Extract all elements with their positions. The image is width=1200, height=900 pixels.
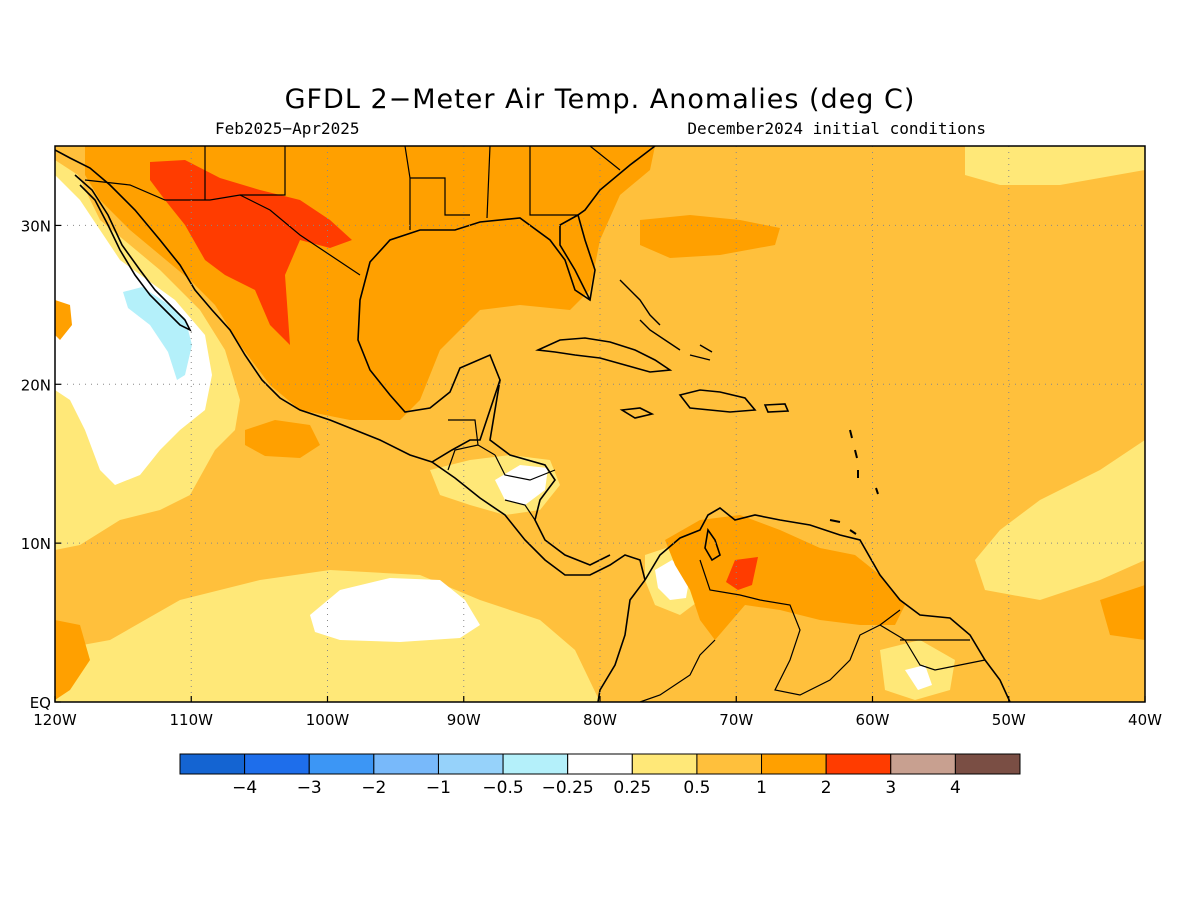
color-bar: −4 −3 −2 −1 −0.5 −0.25 0.25 0.5 1 2 3 4 <box>179 753 1021 798</box>
anomaly-region-1-2 <box>245 420 320 458</box>
map-title: GFDL 2−Meter Air Temp. Anomalies (deg C) <box>284 84 916 115</box>
colorbar-label: 2 <box>821 778 832 798</box>
colorbar-swatch <box>890 753 956 775</box>
anomaly-region-2-3 <box>150 160 352 345</box>
colorbar-swatch <box>502 753 569 775</box>
colorbar-label: −3 <box>297 778 322 798</box>
anomaly-region-near-zero <box>495 465 548 505</box>
anomaly-region-1-2 <box>665 515 905 640</box>
lat-tick-label: 30N <box>21 217 51 235</box>
border-state <box>410 177 470 216</box>
anomaly-field <box>55 146 1145 702</box>
anomaly-region-1-2 <box>55 620 90 700</box>
lon-tick-label: 70W <box>719 711 753 729</box>
lat-tick-label: EQ <box>30 694 51 712</box>
colorbar-label: 1 <box>756 778 767 798</box>
colorbar-label: −0.5 <box>482 778 523 798</box>
island-jamaica <box>619 407 655 419</box>
lon-tick-label: 90W <box>447 711 481 729</box>
anomaly-region-1-2 <box>1100 585 1145 640</box>
anomaly-region-1-2 <box>55 300 72 340</box>
coastline-central-america-caribbean <box>489 379 611 566</box>
border-state <box>240 146 286 196</box>
anomaly-region-near-zero <box>55 175 212 485</box>
colorbar-label: 0.5 <box>683 778 710 798</box>
anomaly-region-0.25-0.5 <box>975 440 1145 600</box>
colorbar-swatch <box>179 753 246 775</box>
colorbar-swatch <box>761 753 827 775</box>
colorbar-label: 0.25 <box>613 778 651 798</box>
lat-tick-label: 10N <box>21 535 51 553</box>
islands-bahamas <box>619 279 713 361</box>
lon-tick-label: 50W <box>992 711 1026 729</box>
anomaly-region-near-zero <box>310 578 480 642</box>
colorbar-swatch <box>696 753 763 775</box>
anomaly-region-0.25-0.5 <box>965 146 1145 185</box>
colorbar-label: −4 <box>232 778 257 798</box>
colorbar-swatch <box>567 753 633 775</box>
island-puerto-rico <box>763 403 790 413</box>
border-state <box>589 146 621 171</box>
colorbar-swatch <box>437 753 504 775</box>
lat-tick-label: 20N <box>21 376 51 394</box>
colorbar-swatch <box>825 753 892 775</box>
lon-tick-label: 110W <box>170 711 214 729</box>
lake-maracaibo <box>704 527 721 562</box>
islands-lesser-antilles <box>829 429 879 535</box>
colorbar-swatch <box>373 753 439 775</box>
island-hispaniola <box>678 389 757 413</box>
coastlines-and-borders <box>55 146 1011 702</box>
border-south-america <box>639 559 986 702</box>
colorbar-label: 3 <box>885 778 896 798</box>
colorbar-label: −0.25 <box>542 778 594 798</box>
coastline-baja-california <box>74 174 192 332</box>
colorbar-label: 4 <box>950 778 961 798</box>
colorbar-swatch <box>954 753 1021 775</box>
colorbar-swatch <box>631 753 698 775</box>
border-state <box>486 146 491 219</box>
anomaly-region-near-zero <box>905 665 932 690</box>
map-axes: 120W 110W 100W 90W 80W 70W 60W 50W 40W 30N 20N 10N E… <box>21 217 1162 729</box>
coastline-florida <box>559 214 591 301</box>
anomaly-region-2-3 <box>726 557 758 590</box>
border-state <box>529 146 578 216</box>
lon-tick-label: 80W <box>583 711 617 729</box>
colorbar-label: −2 <box>361 778 386 798</box>
colorbar-swatch <box>244 753 310 775</box>
forecast-period: Feb2025−Apr2025 <box>215 119 360 138</box>
initial-conditions: December2024 initial conditions <box>687 119 986 138</box>
lon-tick-label: 120W <box>33 711 77 729</box>
lon-tick-label: 40W <box>1128 711 1162 729</box>
lon-tick-label: 100W <box>306 711 350 729</box>
colorbar-swatch <box>308 753 375 775</box>
island-cuba <box>535 337 673 373</box>
lon-tick-label: 60W <box>856 711 890 729</box>
border-central-america <box>447 419 556 521</box>
coastline-north-america <box>55 146 656 463</box>
coastline-central-america <box>431 461 646 581</box>
colorbar-label: −1 <box>426 778 451 798</box>
